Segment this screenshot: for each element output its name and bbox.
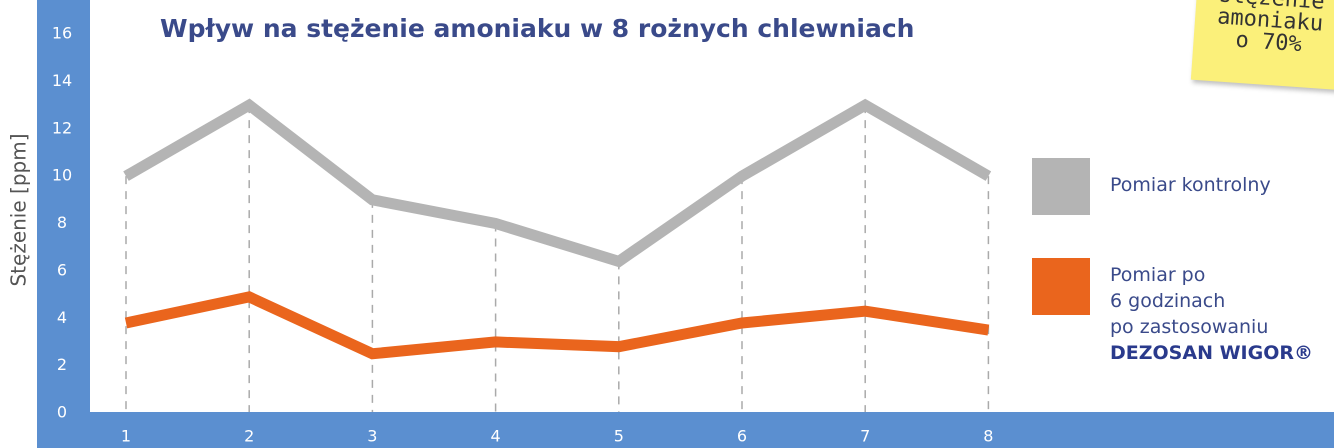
legend-label: Pomiar po 6 godzinach po zastosowaniu DEZ… (1110, 262, 1313, 366)
y-tick-label: 16 (52, 24, 72, 43)
y-tick-label: 2 (57, 355, 67, 374)
y-tick-label: 10 (52, 166, 72, 185)
legend-label: Pomiar kontrolny (1110, 172, 1271, 198)
chart-title: Wpływ na stężenie amoniaku w 8 rożnych c… (160, 14, 914, 43)
y-tick-label: 14 (52, 71, 72, 90)
x-tick-label: 7 (860, 427, 870, 446)
x-tick-label: 2 (244, 427, 254, 446)
sticky-note: stężenie amoniaku o 70% (1191, 0, 1334, 90)
page: Wpływ na stężenie amoniaku w 8 rożnych c… (0, 0, 1334, 448)
y-tick-label: 4 (57, 308, 67, 327)
y-axis-label: Stężenie [ppm] (7, 133, 31, 286)
y-tick-label: 6 (57, 260, 67, 279)
x-tick-label: 3 (367, 427, 377, 446)
y-tick-label: 0 (57, 403, 67, 422)
x-tick-label: 1 (121, 427, 131, 446)
product-name: DEZOSAN WIGOR® (1110, 342, 1313, 364)
x-tick-label: 4 (491, 427, 501, 446)
series-line (126, 297, 988, 354)
y-tick-label: 12 (52, 118, 72, 137)
x-axis-band (37, 412, 1334, 448)
chart: Wpływ na stężenie amoniaku w 8 rożnych c… (0, 0, 1334, 448)
legend-swatch (1032, 158, 1090, 215)
legend-text: Pomiar po 6 godzinach po zastosowaniu (1110, 264, 1268, 338)
x-tick-label: 6 (737, 427, 747, 446)
series-line (126, 105, 988, 261)
legend-swatch (1032, 258, 1090, 315)
x-tick-label: 8 (983, 427, 993, 446)
y-tick-label: 8 (57, 213, 67, 232)
x-tick-label: 5 (614, 427, 624, 446)
